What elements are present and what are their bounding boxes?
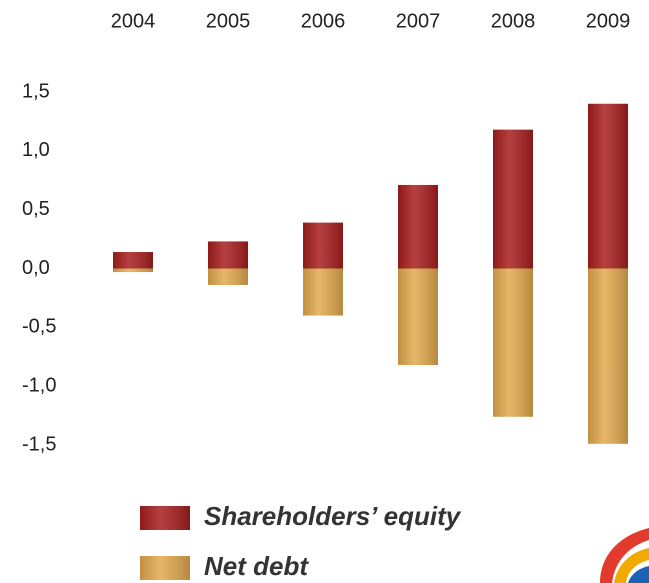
legend-label: Net debt <box>204 551 309 581</box>
bar-shade <box>113 268 153 273</box>
x-tick-label: 2008 <box>491 10 536 32</box>
legend-swatch-shade <box>140 556 190 580</box>
bar-shade <box>493 268 533 417</box>
y-tick-label: 1,5 <box>22 80 50 102</box>
y-tick-label: 1,0 <box>22 139 50 161</box>
bar-shade <box>208 268 248 285</box>
x-tick-label: 2005 <box>206 10 251 32</box>
y-tick-label: 0,0 <box>22 257 50 279</box>
bar-shade <box>398 268 438 365</box>
bar-shade <box>398 184 438 269</box>
bar-shade <box>588 268 628 444</box>
x-tick-label: 2006 <box>301 10 346 32</box>
x-tick-label: 2009 <box>586 10 631 32</box>
bar-shade <box>588 103 628 269</box>
y-tick-label: 0,5 <box>22 198 50 220</box>
y-tick-label: -1,5 <box>22 433 56 455</box>
legend-swatch-shade <box>140 506 190 530</box>
x-tick-label: 2007 <box>396 10 441 32</box>
y-tick-label: -1,0 <box>22 374 56 396</box>
bar-shade <box>493 129 533 269</box>
bar-shade <box>303 222 343 269</box>
bar-shade <box>303 268 343 316</box>
x-tick-label: 2004 <box>111 10 156 32</box>
bar-shade <box>113 252 153 269</box>
bar-shade <box>208 241 248 269</box>
logo <box>600 528 649 583</box>
y-tick-label: -0,5 <box>22 316 56 338</box>
legend-label: Shareholders’ equity <box>204 501 462 531</box>
